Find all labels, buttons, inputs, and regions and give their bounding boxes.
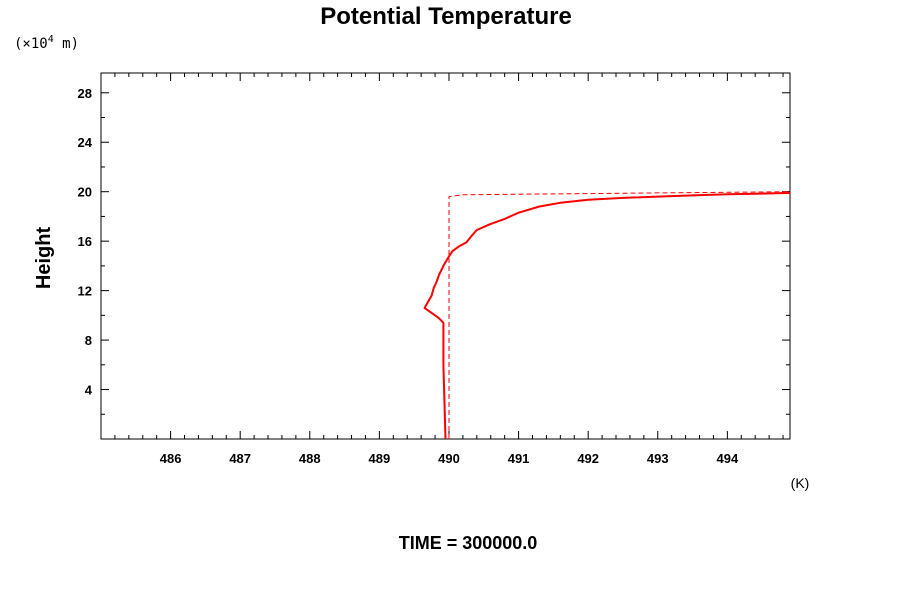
series-line-dashed: [448, 191, 791, 439]
y-axis-label: Height: [33, 227, 55, 290]
y-unit-prefix: (×10: [14, 36, 48, 52]
chart-title: Potential Temperature: [320, 3, 572, 30]
y-tick-label: 4: [85, 383, 93, 398]
y-tick-label: 20: [78, 185, 92, 200]
y-unit-suffix: m): [54, 36, 79, 52]
x-tick-label: 488: [299, 451, 321, 466]
series-line-solid: [423, 191, 791, 440]
x-tick-label: 486: [160, 451, 182, 466]
x-tick-label: 489: [369, 451, 391, 466]
x-unit: (K): [791, 475, 810, 491]
x-tick-label: 492: [577, 451, 599, 466]
y-tick-label: 16: [78, 234, 92, 249]
tick-labels: 486 487 488 489 490 491 492 493 494 4 8 12 16 20 24 28: [78, 86, 739, 466]
x-tick-label: 490: [438, 451, 460, 466]
x-tick-label: 494: [717, 451, 739, 466]
axis-ticks: [100, 73, 790, 439]
y-unit-exponent: 4: [48, 34, 54, 45]
y-tick-label: 8: [85, 333, 92, 348]
x-tick-label: 491: [508, 451, 530, 466]
series-layer: [423, 191, 791, 440]
x-tick-label: 493: [647, 451, 669, 466]
y-tick-label: 12: [78, 284, 92, 299]
y-unit: (×104 m): [14, 34, 79, 52]
y-tick-label: 28: [78, 86, 92, 101]
x-tick-label: 487: [229, 451, 251, 466]
plot-frame: [100, 72, 791, 440]
time-label: TIME = 300000.0: [399, 533, 538, 553]
y-tick-label: 24: [78, 135, 93, 150]
